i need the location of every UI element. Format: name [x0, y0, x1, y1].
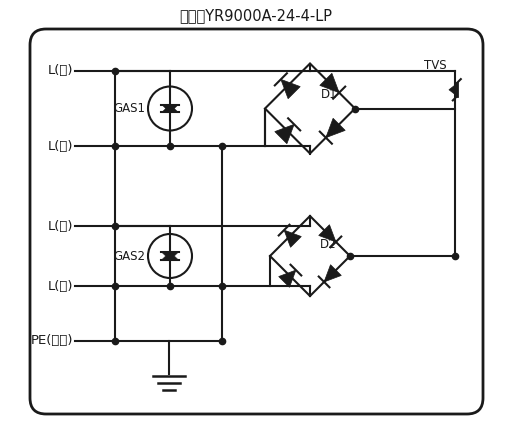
Polygon shape: [162, 252, 179, 260]
Text: L(红): L(红): [48, 65, 73, 78]
Polygon shape: [319, 225, 336, 242]
Polygon shape: [281, 79, 300, 99]
Polygon shape: [275, 124, 294, 144]
Polygon shape: [324, 265, 341, 282]
Polygon shape: [162, 252, 179, 260]
Text: L(棕): L(棕): [48, 219, 73, 232]
Text: PE(黄绿): PE(黄绿): [30, 334, 73, 347]
Polygon shape: [162, 104, 179, 112]
Polygon shape: [162, 105, 179, 113]
Polygon shape: [326, 118, 345, 138]
Polygon shape: [284, 230, 301, 247]
Text: GAS2: GAS2: [113, 249, 145, 263]
Polygon shape: [279, 270, 296, 287]
Text: TVS: TVS: [424, 59, 447, 72]
Text: 型号：YR9000A-24-4-LP: 型号：YR9000A-24-4-LP: [180, 8, 332, 24]
Text: L(蓝): L(蓝): [48, 280, 73, 293]
Text: D2: D2: [320, 238, 337, 251]
Polygon shape: [320, 73, 339, 93]
Text: D1: D1: [321, 88, 338, 102]
Polygon shape: [449, 84, 457, 96]
Text: GAS1: GAS1: [113, 102, 145, 115]
Text: L(黑): L(黑): [48, 140, 73, 153]
